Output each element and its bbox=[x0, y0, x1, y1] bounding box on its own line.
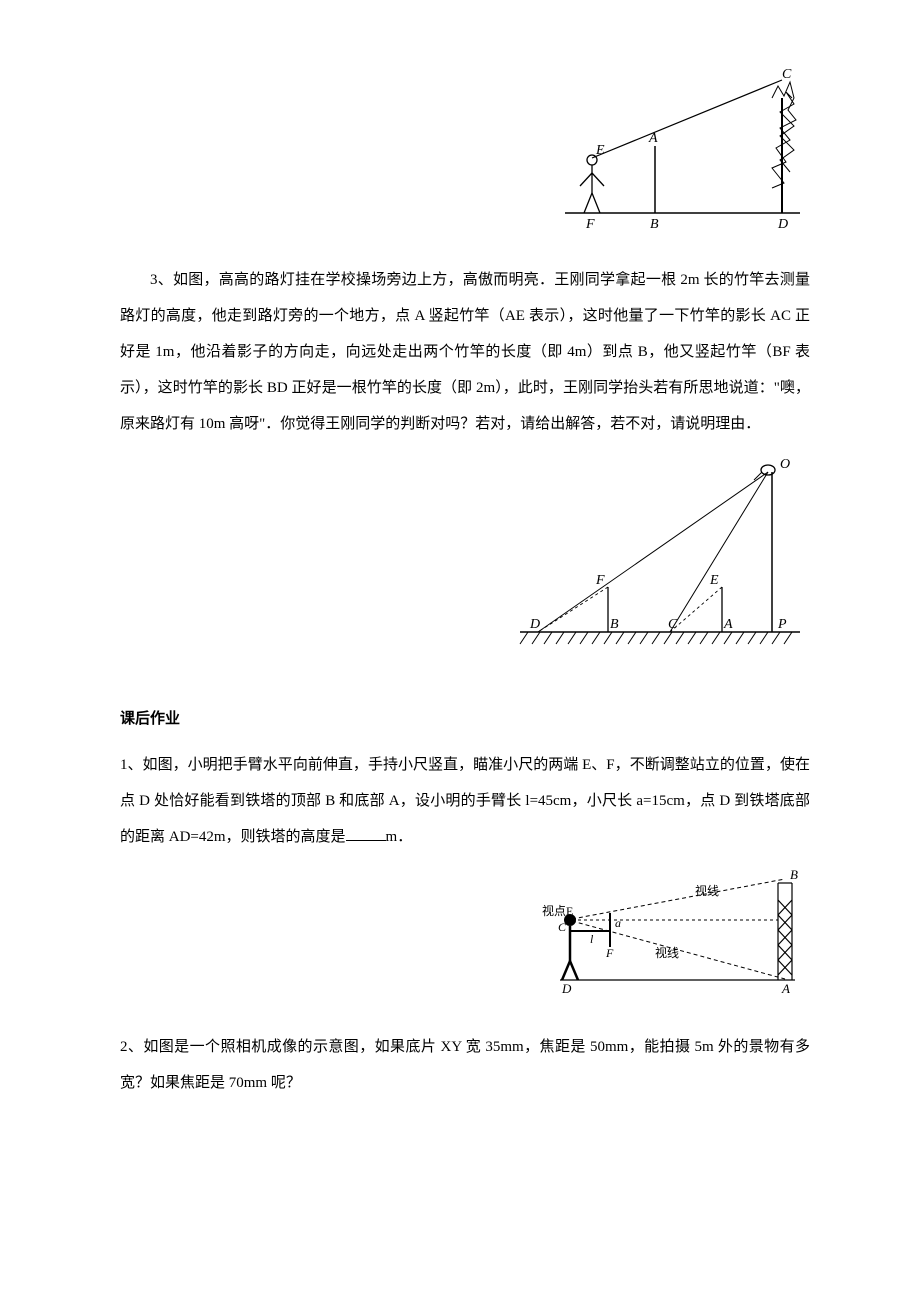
fig1-label-E: E bbox=[595, 143, 605, 158]
fig2-label-D: D bbox=[529, 617, 540, 632]
problem-3-text: 3、如图，高高的路灯挂在学校操场旁边上方，高傲而明亮．王刚同学拿起一根 2m 长… bbox=[120, 262, 810, 442]
figure-3-svg: B 视点E C a l F D A 视线 视线 bbox=[540, 865, 810, 995]
figure-2: O E F D B C A P bbox=[120, 452, 810, 676]
hw1-suffix: m． bbox=[386, 829, 413, 845]
homework-heading: 课后作业 bbox=[120, 701, 810, 737]
fig2-label-A: A bbox=[723, 617, 733, 632]
figure-1-svg: C A E F B D bbox=[550, 68, 810, 228]
fig3-label-l: l bbox=[590, 932, 594, 946]
figure-3: B 视点E C a l F D A 视线 视线 bbox=[120, 865, 810, 1009]
fig1-label-A: A bbox=[648, 131, 658, 146]
hw1-blank bbox=[346, 826, 386, 841]
fig1-label-C: C bbox=[782, 68, 792, 82]
fig2-label-C: C bbox=[668, 617, 678, 632]
fig2-label-E: E bbox=[709, 573, 719, 588]
fig2-label-P: P bbox=[777, 617, 787, 632]
figure-2-svg: O E F D B C A P bbox=[510, 452, 810, 662]
fig1-label-B: B bbox=[650, 217, 659, 228]
fig1-label-F: F bbox=[585, 217, 595, 228]
fig3-label-F: F bbox=[605, 946, 614, 960]
homework-2-text: 2、如图是一个照相机成像的示意图，如果底片 XY 宽 35mm，焦距是 50mm… bbox=[120, 1029, 810, 1101]
fig2-label-F: F bbox=[595, 573, 605, 588]
fig2-label-B: B bbox=[610, 617, 619, 632]
homework-1-text: 1、如图，小明把手臂水平向前伸直，手持小尺竖直，瞄准小尺的两端 E、F，不断调整… bbox=[120, 747, 810, 855]
fig3-label-B: B bbox=[790, 867, 798, 882]
fig3-label-a: a bbox=[615, 916, 621, 930]
fig3-sightline-1: 视线 bbox=[695, 883, 719, 898]
fig1-label-D: D bbox=[777, 217, 788, 228]
fig3-label-C: C bbox=[558, 920, 567, 934]
hw1-prefix: 1、如图，小明把手臂水平向前伸直，手持小尺竖直，瞄准小尺的两端 E、F，不断调整… bbox=[120, 757, 810, 845]
fig2-label-O: O bbox=[780, 457, 790, 472]
figure-1: C A E F B D bbox=[120, 68, 810, 242]
fig3-label-A: A bbox=[781, 981, 790, 995]
fig3-label-D: D bbox=[561, 981, 572, 995]
fig3-label-E: 视点E bbox=[542, 903, 573, 918]
fig3-sightline-2: 视线 bbox=[655, 945, 679, 960]
